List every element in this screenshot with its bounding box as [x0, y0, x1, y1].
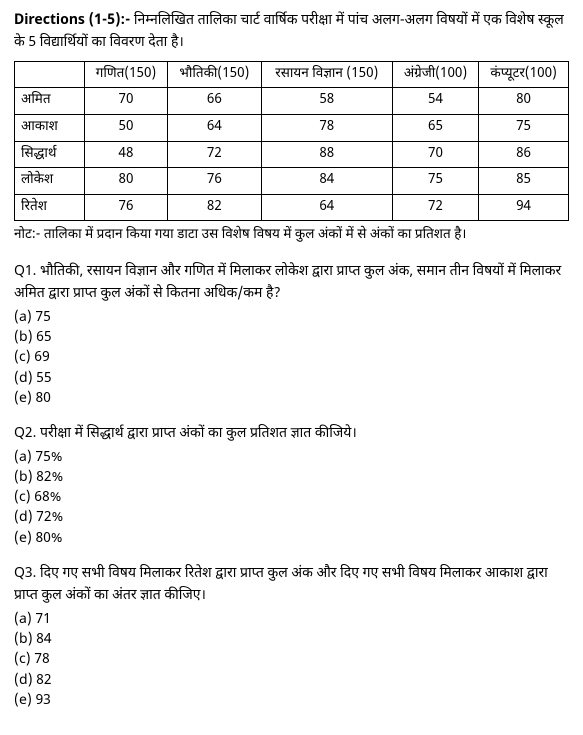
row-value: 80 — [85, 168, 168, 195]
row-value: 72 — [392, 194, 478, 221]
option-item: (d) 55 — [14, 369, 569, 389]
row-name: लोकेश — [15, 168, 85, 195]
table-row: रितेश7682647294 — [15, 194, 569, 221]
question-text: Q3. दिए गए सभी विषय मिलाकर रितेश द्वारा … — [14, 563, 569, 608]
option-item: (b) 82% — [14, 468, 569, 488]
row-value: 70 — [85, 88, 168, 115]
row-name: सिद्धार्थ — [15, 141, 85, 168]
options-list: (a) 75%(b) 82%(c) 68%(d) 72%(e) 80% — [14, 448, 569, 549]
question-label: Q1. — [14, 262, 40, 281]
row-value: 70 — [392, 141, 478, 168]
row-value: 82 — [168, 194, 262, 221]
row-value: 94 — [479, 194, 569, 221]
table-header: अंग्रेजी(100) — [392, 61, 478, 88]
row-value: 54 — [392, 88, 478, 115]
table-header: भौतिकी(150) — [168, 61, 262, 88]
option-item: (e) 80% — [14, 529, 569, 549]
row-value: 65 — [392, 114, 478, 141]
questions-container: Q1. भौतिकी, रसायन विज्ञान और गणित में मि… — [14, 261, 569, 711]
directions-label: Directions (1-5):- — [14, 11, 130, 30]
row-value: 85 — [479, 168, 569, 195]
row-value: 50 — [85, 114, 168, 141]
row-value: 48 — [85, 141, 168, 168]
option-item: (c) 78 — [14, 650, 569, 670]
option-item: (b) 84 — [14, 630, 569, 650]
question-body: दिए गए सभी विषय मिलाकर रितेश द्वारा प्रा… — [14, 564, 548, 605]
row-name: रितेश — [15, 194, 85, 221]
row-value: 75 — [479, 114, 569, 141]
question-label: Q2. — [14, 424, 40, 443]
row-value: 86 — [479, 141, 569, 168]
options-list: (a) 71(b) 84(c) 78(d) 82(e) 93 — [14, 610, 569, 711]
row-value: 66 — [168, 88, 262, 115]
question-body: परीक्षा में सिद्धार्थ द्वारा प्राप्त अंक… — [40, 424, 357, 443]
directions-block: Directions (1-5):- निम्नलिखित तालिका चार… — [14, 10, 569, 55]
table-note: नोट:- तालिका में प्रदान किया गया डाटा उस… — [14, 225, 569, 247]
row-value: 84 — [261, 168, 392, 195]
options-list: (a) 75(b) 65(c) 69(d) 55(e) 80 — [14, 308, 569, 409]
question-text: Q2. परीक्षा में सिद्धार्थ द्वारा प्राप्त… — [14, 423, 569, 445]
question-text: Q1. भौतिकी, रसायन विज्ञान और गणित में मि… — [14, 261, 569, 306]
table-row: अमित7066585480 — [15, 88, 569, 115]
option-item: (d) 82 — [14, 671, 569, 691]
option-item: (d) 72% — [14, 508, 569, 528]
question-block: Q1. भौतिकी, रसायन विज्ञान और गणित में मि… — [14, 261, 569, 409]
data-table: गणित(150) भौतिकी(150) रसायन विज्ञान (150… — [14, 61, 569, 222]
table-header: गणित(150) — [85, 61, 168, 88]
option-item: (c) 68% — [14, 488, 569, 508]
table-row: लोकेश8076847585 — [15, 168, 569, 195]
question-block: Q3. दिए गए सभी विषय मिलाकर रितेश द्वारा … — [14, 563, 569, 711]
row-value: 64 — [261, 194, 392, 221]
table-row: आकाश5064786575 — [15, 114, 569, 141]
option-item: (c) 69 — [14, 348, 569, 368]
row-value: 76 — [85, 194, 168, 221]
table-header-row: गणित(150) भौतिकी(150) रसायन विज्ञान (150… — [15, 61, 569, 88]
row-value: 75 — [392, 168, 478, 195]
row-value: 58 — [261, 88, 392, 115]
table-header — [15, 61, 85, 88]
row-value: 78 — [261, 114, 392, 141]
row-name: आकाश — [15, 114, 85, 141]
option-item: (e) 93 — [14, 691, 569, 711]
row-value: 72 — [168, 141, 262, 168]
table-body: अमित7066585480आकाश5064786575सिद्धार्थ487… — [15, 88, 569, 221]
row-value: 64 — [168, 114, 262, 141]
row-value: 80 — [479, 88, 569, 115]
option-item: (e) 80 — [14, 389, 569, 409]
option-item: (a) 75% — [14, 448, 569, 468]
option-item: (b) 65 — [14, 328, 569, 348]
question-block: Q2. परीक्षा में सिद्धार्थ द्वारा प्राप्त… — [14, 423, 569, 549]
option-item: (a) 71 — [14, 610, 569, 630]
row-value: 76 — [168, 168, 262, 195]
row-name: अमित — [15, 88, 85, 115]
table-row: सिद्धार्थ4872887086 — [15, 141, 569, 168]
table-header: रसायन विज्ञान (150) — [261, 61, 392, 88]
question-body: भौतिकी, रसायन विज्ञान और गणित में मिलाकर… — [14, 262, 561, 303]
option-item: (a) 75 — [14, 308, 569, 328]
question-label: Q3. — [14, 564, 40, 583]
table-header: कंप्यूटर(100) — [479, 61, 569, 88]
row-value: 88 — [261, 141, 392, 168]
